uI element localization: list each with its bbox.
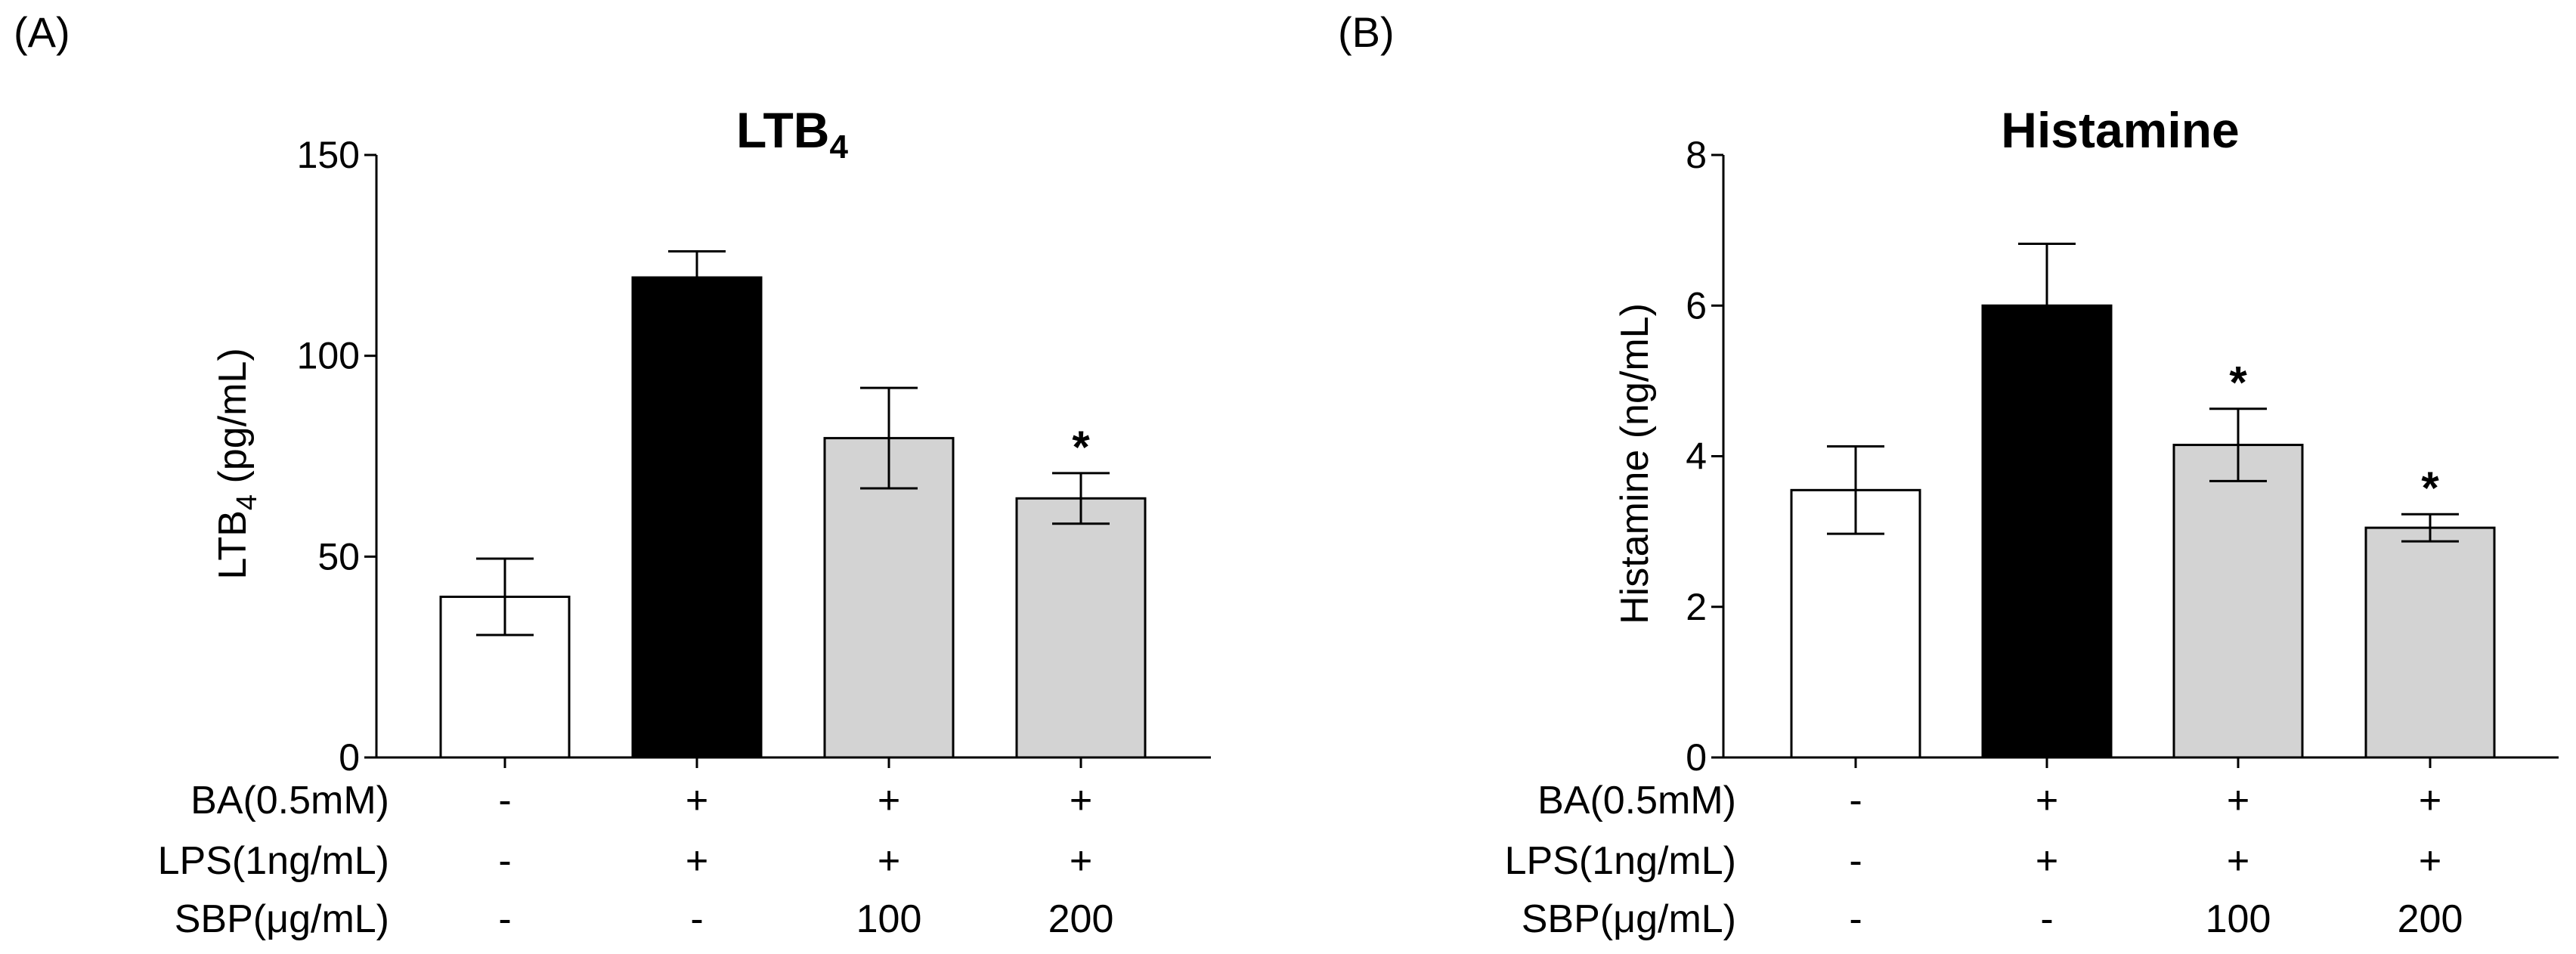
panel-label: (B) bbox=[1338, 8, 1395, 56]
bar bbox=[631, 276, 763, 759]
condition-row-label: BA(0.5mM) bbox=[190, 779, 389, 822]
condition-cell: - bbox=[498, 779, 511, 822]
condition-row-label: SBP(μg/mL) bbox=[175, 897, 389, 941]
chart-title: LTB4 bbox=[736, 102, 848, 166]
y-tick-label: 6 bbox=[1686, 284, 1707, 327]
bar bbox=[823, 437, 955, 759]
condition-cell: + bbox=[878, 779, 900, 822]
condition-cell: 200 bbox=[2398, 897, 2463, 941]
condition-cell: - bbox=[1849, 839, 1862, 883]
condition-cell: + bbox=[878, 839, 900, 883]
condition-cell: + bbox=[1070, 839, 1092, 883]
bar bbox=[2172, 444, 2304, 759]
condition-row-label: SBP(μg/mL) bbox=[1522, 897, 1736, 941]
y-tick-label: 0 bbox=[339, 736, 360, 779]
condition-row-label: LPS(1ng/mL) bbox=[158, 839, 389, 883]
condition-cell: - bbox=[498, 839, 511, 883]
panel-label: (A) bbox=[14, 8, 70, 56]
condition-cell: + bbox=[2036, 839, 2058, 883]
condition-cell: + bbox=[1070, 779, 1092, 822]
condition-cell: + bbox=[2036, 779, 2058, 822]
condition-cell: - bbox=[2040, 897, 2053, 941]
significance-marker: * bbox=[2229, 358, 2247, 408]
condition-cell: - bbox=[1849, 779, 1862, 822]
y-tick-label: 150 bbox=[297, 134, 360, 176]
y-axis-label-main: LTB bbox=[211, 510, 255, 580]
y-tick-label: 4 bbox=[1686, 435, 1707, 478]
y-axis-label: LTB4 (pg/mL) bbox=[211, 348, 263, 579]
chart-title: Histamine bbox=[2001, 102, 2239, 158]
y-tick-label: 100 bbox=[297, 335, 360, 377]
condition-cell: + bbox=[2419, 779, 2441, 822]
significance-marker: * bbox=[2421, 463, 2439, 513]
bar bbox=[1981, 304, 2113, 759]
condition-cell: - bbox=[1849, 897, 1862, 941]
condition-cell: + bbox=[2419, 839, 2441, 883]
condition-cell: + bbox=[686, 839, 708, 883]
y-axis-label-unit: (pg/mL) bbox=[211, 348, 255, 494]
condition-row-label: BA(0.5mM) bbox=[1537, 779, 1736, 822]
y-tick-label: 2 bbox=[1686, 586, 1707, 628]
condition-cell: + bbox=[2227, 779, 2249, 822]
y-tick-label: 0 bbox=[1686, 736, 1707, 779]
y-axis-label-subscript: 4 bbox=[231, 494, 263, 510]
y-axis-label-main: Histamine (ng/mL) bbox=[1613, 303, 1657, 624]
chart-title-subscript: 4 bbox=[829, 129, 848, 166]
bar bbox=[1015, 497, 1147, 759]
condition-cell: 200 bbox=[1048, 897, 1114, 941]
condition-cell: - bbox=[690, 897, 703, 941]
y-tick-label: 8 bbox=[1686, 134, 1707, 176]
y-tick-label: 50 bbox=[317, 535, 360, 578]
bar bbox=[2364, 526, 2496, 759]
significance-marker: * bbox=[1072, 422, 1090, 472]
chart-title-main: LTB bbox=[736, 102, 829, 158]
y-axis-label: Histamine (ng/mL) bbox=[1613, 303, 1657, 624]
condition-cell: + bbox=[2227, 839, 2249, 883]
condition-cell: 100 bbox=[856, 897, 922, 941]
chart-title-main: Histamine bbox=[2001, 102, 2239, 158]
condition-cell: - bbox=[498, 897, 511, 941]
condition-row-label: LPS(1ng/mL) bbox=[1505, 839, 1736, 883]
condition-cell: + bbox=[686, 779, 708, 822]
condition-cell: 100 bbox=[2206, 897, 2271, 941]
